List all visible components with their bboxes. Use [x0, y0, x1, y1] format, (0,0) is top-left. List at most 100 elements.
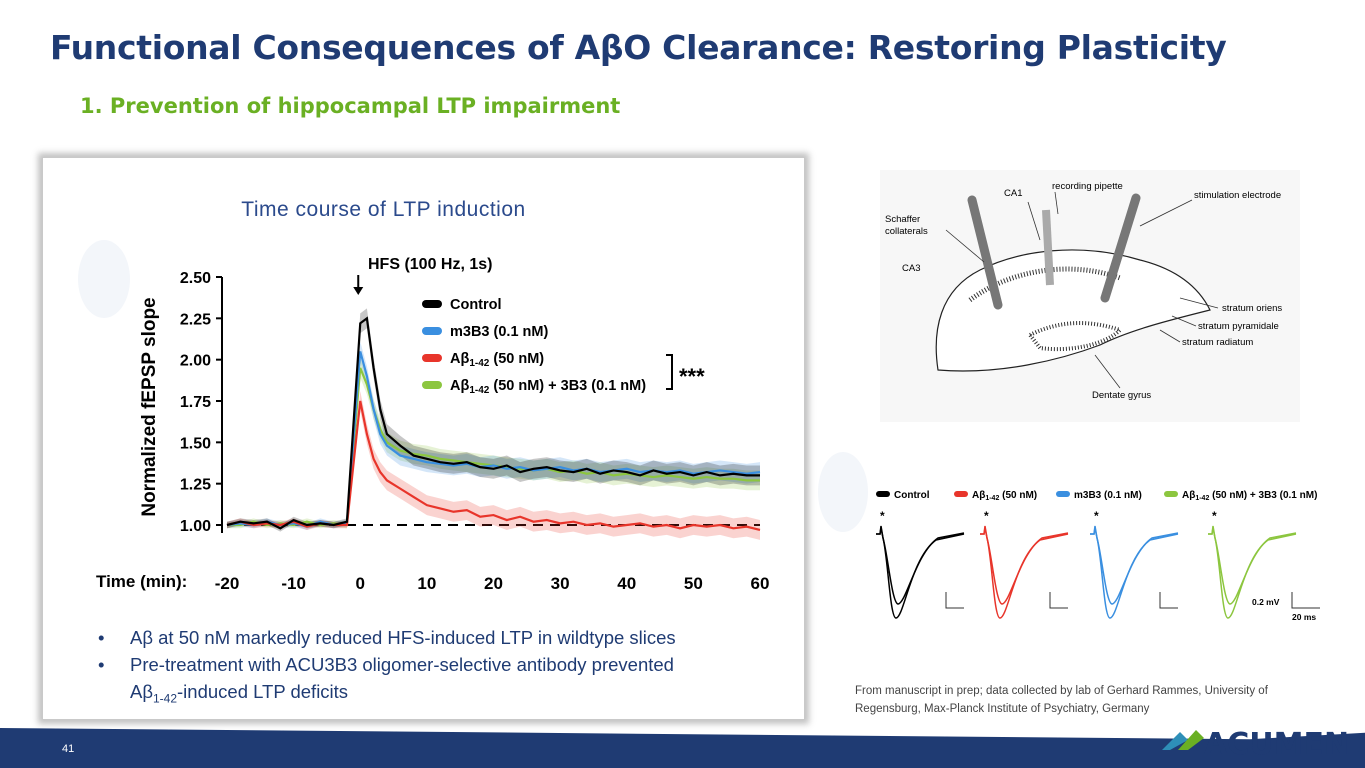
legend-swatch: [422, 327, 442, 335]
scale-bar: [1049, 592, 1068, 609]
label-leader-line: [1094, 354, 1121, 389]
x-tick-label: 30: [551, 574, 570, 593]
data-credit: From manuscript in prep; data collected …: [855, 685, 1268, 715]
scale-bar: [945, 592, 964, 609]
x-tick-label: -10: [281, 574, 306, 593]
hfs-annotation: HFS (100 Hz, 1s): [368, 256, 492, 273]
x-tick-label: -20: [215, 574, 240, 593]
stimulus-marker: *: [1094, 509, 1099, 523]
bullet-text-2-sub: 1-42: [152, 691, 178, 706]
ca3-label: CA3: [902, 263, 920, 274]
bullet-list: • Aβ at 50 nM markedly reduced HFS-induce…: [98, 624, 778, 713]
legend-swatch: [422, 300, 442, 308]
significance-bracket: [666, 354, 673, 390]
bullet-text-2: Pre-treatment with ACU3B3 oligomer-selec…: [130, 654, 674, 675]
x-tick-label: 50: [684, 574, 703, 593]
x-axis-label: Time (min):: [96, 572, 187, 591]
y-tick-label: 1.75: [180, 394, 211, 411]
y-axis-label: Normalized fEPSP slope: [139, 297, 160, 516]
dentate-gyrus-label: Dentate gyrus: [1092, 390, 1151, 401]
y-tick-label: 1.50: [180, 435, 211, 452]
legend-swatch: [422, 381, 442, 389]
stratum-oriens-label: stratum oriens: [1222, 303, 1282, 314]
x-tick-label: 20: [484, 574, 503, 593]
bullet-marker: •: [98, 627, 105, 648]
fepsp-trace: [1090, 527, 1179, 605]
dentate-gyrus-layer: [1026, 321, 1124, 352]
y-tick-label: 2.50: [180, 270, 211, 287]
chart-title-text: Time course of LTP induction: [241, 198, 526, 221]
schaffer-label: Schaffer: [885, 214, 920, 225]
trace-legend-label: Control: [894, 490, 930, 501]
trace-legend-label: Aβ1-42 (50 nM) + 3B3 (0.1 nM): [1182, 490, 1317, 502]
stimulus-marker: *: [880, 509, 885, 523]
legend-label: Aβ1-42 (50 nM): [450, 351, 544, 369]
acumen-logo-text: ACUMEN: [1204, 727, 1350, 762]
scale-time-label: 20 ms: [1292, 612, 1316, 622]
schaffer-electrode: [967, 195, 1003, 310]
stimulus-marker: *: [984, 509, 989, 523]
trace-legend-label: Aβ1-42 (50 nM): [972, 490, 1037, 502]
bullet-marker: •: [98, 654, 105, 675]
fepsp-traces-figure: Control Aβ1-42 (50 nM) m3B3 (0.1 nM) Aβ1-42…: [876, 490, 1320, 622]
bullet-text-2-end: -induced LTP deficits: [177, 681, 349, 702]
x-tick-label: 10: [417, 574, 436, 593]
error-band: [227, 308, 760, 532]
trace-legend-label: m3B3 (0.1 nM): [1074, 490, 1142, 501]
legend-label: Aβ1-42 (50 nM) + 3B3 (0.1 nM): [450, 378, 646, 396]
y-tick-label: 2.00: [180, 353, 211, 370]
fepsp-trace: [1208, 527, 1297, 605]
label-leader-line: [1179, 297, 1219, 309]
legend-label: m3B3 (0.1 nM): [450, 324, 548, 340]
stimulus-marker: *: [1212, 509, 1217, 523]
ltp-line-chart: 2.50 2.25 2.00 1.75 1.50 1.25 1.00 Normalized f…: [96, 256, 770, 593]
page-number: 41: [62, 743, 75, 755]
bullet-text-1: Aβ at 50 nM markedly reduced HFS-induced…: [130, 627, 676, 648]
series-line: [226, 316, 760, 530]
chart-panel: Time course of LTP induction: [42, 157, 805, 720]
fepsp-trace: [876, 527, 965, 605]
y-tick-label: 1.00: [180, 518, 211, 535]
bullet-text-2-abeta: Aβ: [130, 681, 153, 702]
series-line: [227, 367, 760, 527]
label-leader-line: [1139, 199, 1193, 227]
legend-swatch: [422, 354, 442, 362]
chart-title: Time course of LTP induction: [43, 198, 804, 222]
decorative-oval: [818, 452, 868, 532]
scale-bar-main: [1291, 592, 1320, 609]
acumen-logo-mark: [1160, 730, 1204, 756]
trace-legend-swatch: [1164, 491, 1178, 497]
recording-pipette: [1042, 209, 1054, 286]
stimulation-electrode-label: stimulation electrode: [1194, 190, 1281, 201]
ca1-label: CA1: [1004, 188, 1022, 199]
label-leader-line: [1027, 201, 1041, 241]
stimulation-electrode: [1100, 193, 1141, 303]
slide-title: Functional Consequences of AβO Clearance…: [50, 28, 1227, 67]
label-leader-line: [1171, 315, 1197, 327]
trace-legend-swatch: [954, 491, 968, 497]
bullet-item: • Pre-treatment with ACU3B3 oligomer-sele…: [98, 651, 778, 713]
legend-label: Control: [450, 297, 502, 313]
hippocampus-diagram: CA1 recording pipette stimulation electrod…: [880, 170, 1300, 422]
scale-bar: [1159, 592, 1178, 609]
trace-legend-swatch: [1056, 491, 1070, 497]
hfs-arrow-head: [353, 287, 364, 295]
label-leader-line: [1054, 191, 1059, 215]
decorative-oval: [78, 240, 130, 318]
trace-legend-swatch: [876, 491, 890, 497]
recording-pipette-label: recording pipette: [1052, 181, 1123, 192]
label-leader-line: [945, 229, 985, 263]
stratum-pyramidale-label: stratum pyramidale: [1198, 321, 1279, 332]
x-tick-label: 60: [751, 574, 770, 593]
x-tick-label: 40: [617, 574, 636, 593]
significance-label: ***: [679, 364, 705, 389]
label-leader-line: [1159, 329, 1181, 343]
collaterals-label: collaterals: [885, 226, 928, 237]
stratum-radiatum-label: stratum radiatum: [1182, 337, 1253, 348]
x-tick-label: 0: [356, 574, 365, 593]
fepsp-trace: [980, 527, 1069, 605]
y-tick-label: 1.25: [180, 477, 211, 494]
scale-voltage-label: 0.2 mV: [1252, 597, 1280, 607]
slide-subtitle: 1. Prevention of hippocampal LTP impairm…: [80, 94, 621, 118]
bullet-item: • Aβ at 50 nM markedly reduced HFS-induce…: [98, 624, 778, 651]
